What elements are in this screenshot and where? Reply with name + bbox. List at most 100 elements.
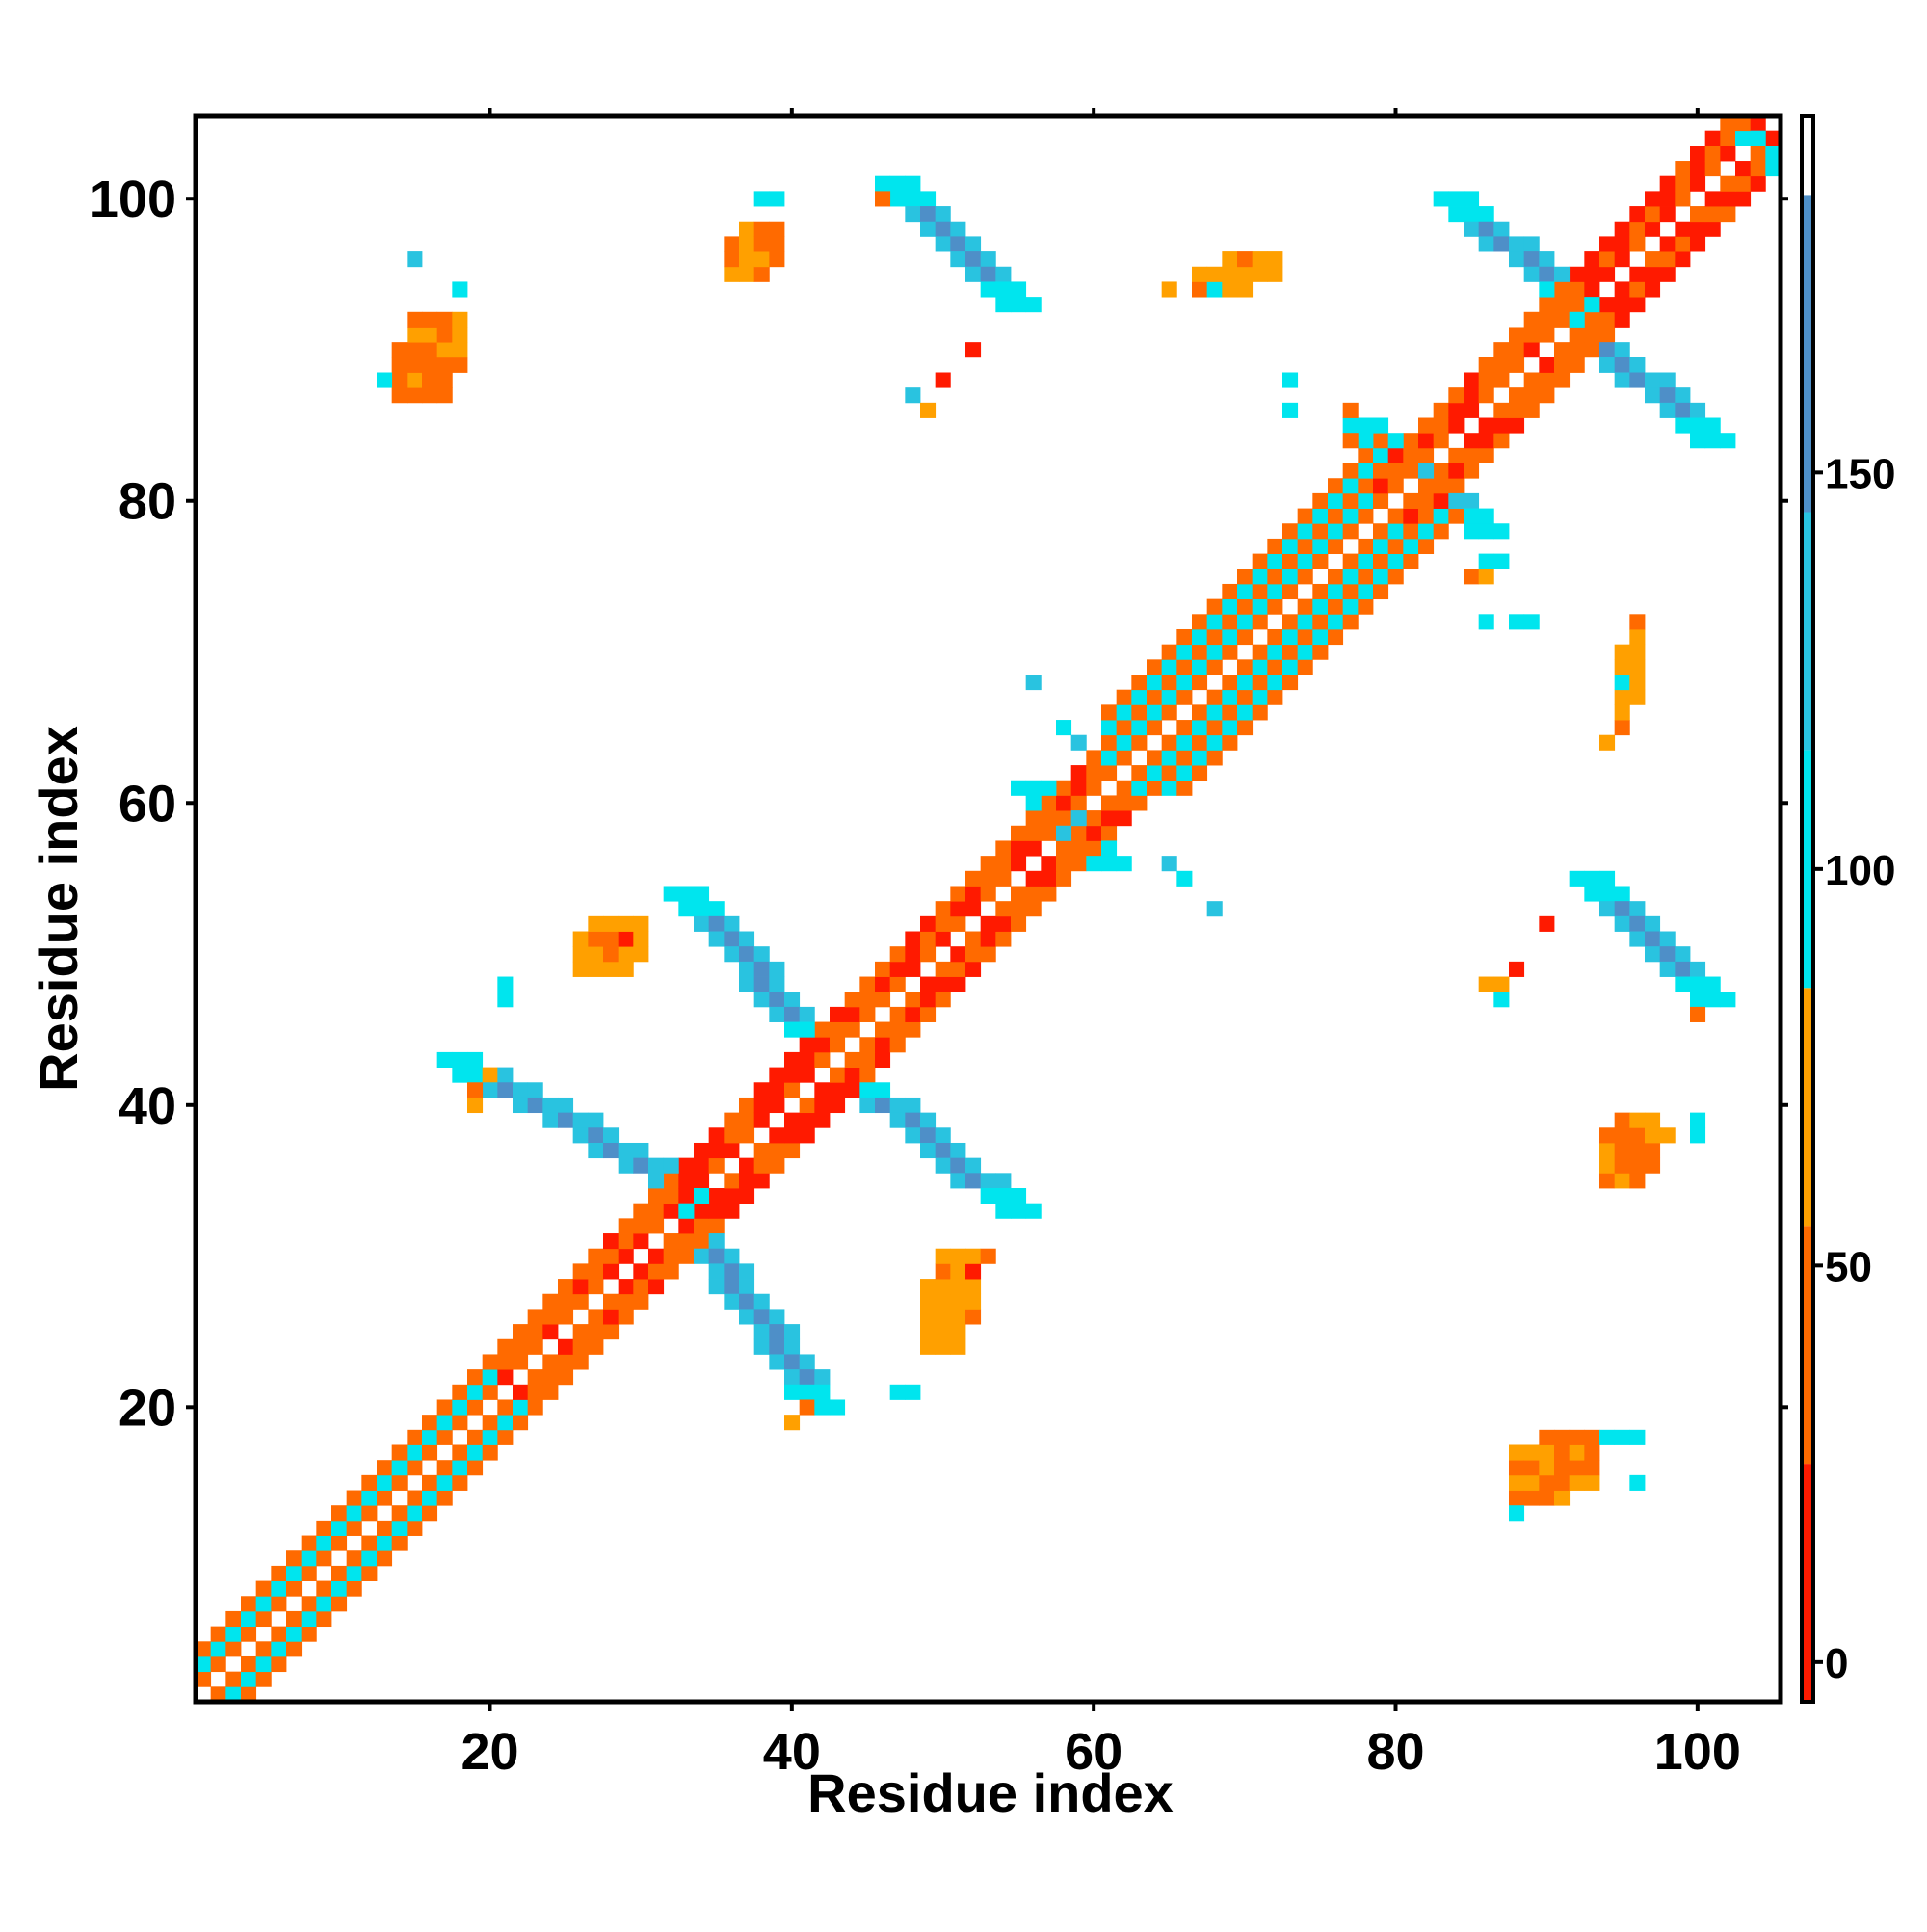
contact-cell (1237, 266, 1254, 282)
contact-cell (558, 1338, 574, 1355)
x-tick-label: 60 (1065, 1723, 1122, 1781)
contact-cell (1403, 553, 1419, 569)
contact-cell (1131, 704, 1148, 721)
contact-cell (1704, 992, 1721, 1008)
contact-cell (603, 1233, 620, 1250)
contact-cell (1252, 553, 1268, 569)
contact-cell (844, 1021, 860, 1038)
contact-cell (1403, 433, 1419, 449)
contact-cell (1599, 1429, 1616, 1445)
contact-cell (1131, 780, 1148, 796)
contact-cell (1131, 795, 1148, 811)
contact-cell (965, 1279, 982, 1295)
contact-cell (1493, 553, 1510, 569)
contact-cell (769, 976, 785, 992)
contact-cell (497, 1369, 514, 1386)
contact-cell (1222, 734, 1238, 751)
contact-cell (422, 342, 438, 358)
contact-cell (950, 221, 966, 237)
contact-cell (1373, 417, 1389, 434)
contact-cell (452, 1444, 468, 1461)
contact-cell (482, 1429, 498, 1445)
contact-cell (1614, 342, 1630, 358)
contact-cell (889, 961, 906, 977)
contact-cell (1070, 765, 1087, 781)
contact-cell (1569, 342, 1585, 358)
contact-cell (769, 1338, 785, 1355)
y-tick-label: 100 (90, 171, 176, 228)
contact-cell (708, 1157, 725, 1174)
contact-cell (1206, 901, 1223, 917)
contact-cell (1464, 508, 1480, 524)
contact-cell (452, 1399, 468, 1416)
contact-cell (1176, 659, 1193, 675)
contact-cell (1116, 704, 1132, 721)
contact-cell (316, 1535, 332, 1551)
contact-cell (1659, 961, 1676, 977)
contact-cell (377, 1460, 393, 1476)
contact-cell (603, 1293, 620, 1310)
contact-cell (633, 1293, 649, 1310)
contact-cell (1554, 342, 1571, 358)
contact-cell (1192, 266, 1208, 282)
contact-cell (799, 1369, 815, 1386)
contact-cell (905, 1097, 921, 1114)
contact-cell (1539, 357, 1555, 373)
contact-cell (1629, 297, 1646, 313)
contact-cell (558, 1293, 574, 1310)
contact-cell (1297, 569, 1313, 585)
contact-cell (196, 1671, 212, 1687)
contact-cell (920, 1338, 937, 1355)
contact-cell (361, 1474, 378, 1491)
contact-cell (391, 342, 408, 358)
contact-cell (920, 206, 937, 223)
contact-cell (859, 976, 876, 992)
contact-cell (724, 1293, 740, 1310)
contact-cell (875, 992, 891, 1008)
contact-cell (1176, 689, 1193, 705)
contact-cell (1403, 508, 1419, 524)
contact-cell (1569, 870, 1585, 887)
contact-cell (1478, 221, 1494, 237)
contact-cell (905, 1112, 921, 1128)
contact-cell (799, 1127, 815, 1144)
contact-cell (1675, 387, 1691, 404)
contact-cell (799, 1051, 815, 1068)
contact-cell (558, 1097, 574, 1114)
contact-cell (1675, 175, 1691, 192)
contact-cell (1328, 478, 1344, 494)
contact-cell (1025, 1203, 1042, 1219)
contact-cell (1448, 447, 1465, 463)
contact-cell (467, 1051, 484, 1068)
contact-cell (708, 915, 725, 932)
contact-cell (1493, 342, 1510, 358)
contact-cell (1192, 704, 1208, 721)
contact-cell (633, 1203, 649, 1219)
contact-cell (980, 870, 996, 887)
contact-cell (452, 1051, 468, 1068)
contact-cell (558, 1279, 574, 1295)
contact-cell (527, 1324, 543, 1340)
contact-cell (724, 1203, 740, 1219)
contact-cell (1387, 447, 1404, 463)
contact-cell (422, 1505, 438, 1522)
contact-cell (1192, 614, 1208, 630)
contact-cell (497, 1067, 514, 1083)
contact-cell (965, 1248, 982, 1264)
contact-cell (241, 1596, 257, 1612)
contact-cell (980, 886, 996, 902)
contact-cell (1629, 281, 1646, 298)
contact-cell (588, 915, 604, 932)
contact-cell (1312, 583, 1329, 600)
contact-cell (995, 840, 1012, 857)
contact-cell (753, 1097, 770, 1114)
contact-cell (1735, 175, 1752, 192)
contact-cell (708, 1263, 725, 1280)
contact-cell (920, 931, 937, 947)
contact-cell (1690, 417, 1706, 434)
contact-cell (724, 1188, 740, 1204)
contact-cell (1720, 116, 1736, 132)
contact-cell (1539, 266, 1555, 282)
contact-cell (1222, 614, 1238, 630)
contact-cell (588, 1279, 604, 1295)
